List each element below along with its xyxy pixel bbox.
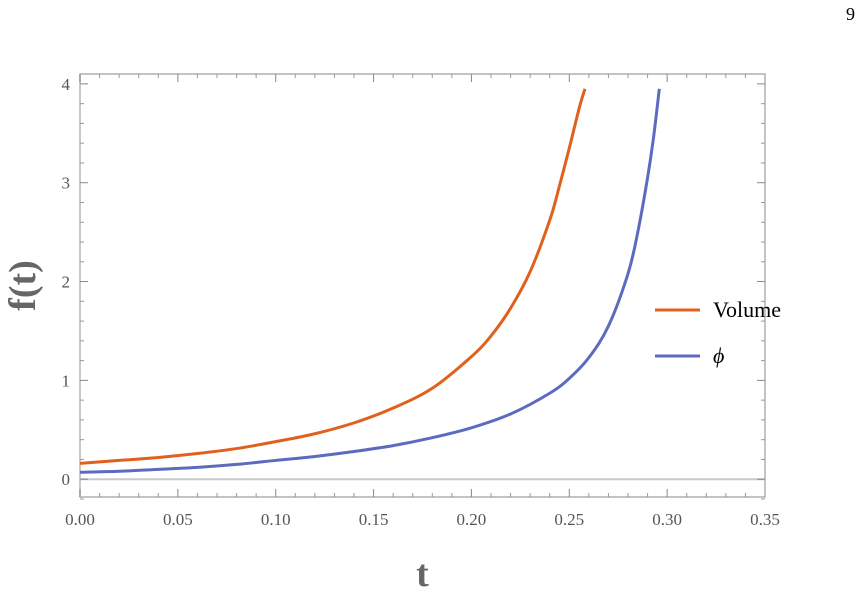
x-tick-label: 0.15	[359, 510, 389, 529]
axes-frame: 0.00 0.05 0.10 0.15 0.20 0.25 0.30 0.35 0 1 2 3 4	[62, 73, 780, 529]
x-tick-label: 0.25	[554, 510, 584, 529]
y-tick-label: 2	[62, 273, 71, 292]
x-tick-label: 0.35	[750, 510, 780, 529]
series-layer	[79, 88, 661, 474]
x-tick-label: 0.20	[457, 510, 487, 529]
legend-label-phi: ϕ	[713, 343, 724, 368]
x-tick-label: 0.10	[261, 510, 291, 529]
plot-frame	[79, 73, 766, 498]
y-tick-label: 1	[62, 371, 71, 390]
y-tick-label: 4	[62, 75, 71, 94]
x-tick-label: 0.05	[163, 510, 193, 529]
x-tick-label: 0.30	[652, 510, 682, 529]
page-number: 9	[846, 4, 855, 24]
y-tick-label: 0	[62, 470, 71, 489]
series-line-phi	[79, 88, 661, 474]
y-tick-label: 3	[62, 174, 71, 193]
legend: Volume ϕ	[655, 297, 781, 368]
x-axis-title: t	[416, 553, 429, 595]
x-tick-label: 0.00	[65, 510, 95, 529]
y-axis-title: f(t)	[2, 260, 44, 311]
series-line-volume	[79, 88, 587, 465]
legend-label-volume: Volume	[713, 297, 781, 322]
